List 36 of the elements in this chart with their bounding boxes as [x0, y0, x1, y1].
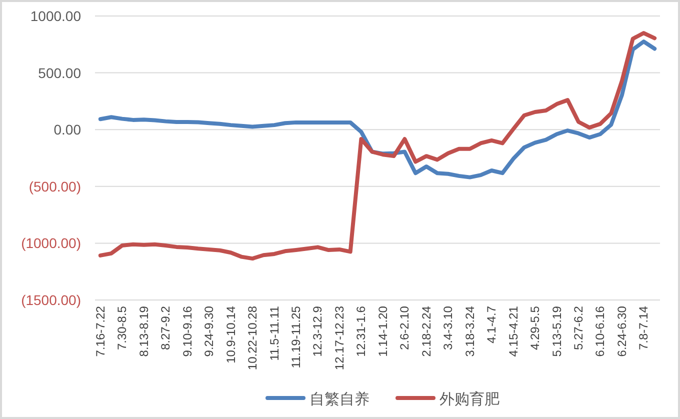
x-tick-label: 11.19-11.25	[289, 306, 304, 368]
x-tick-label: 7.30-8.5	[115, 306, 130, 350]
x-tick-label: 7.8-7.14	[636, 306, 651, 350]
y-tick-label: (1000.00)	[21, 235, 81, 252]
y-tick-label: 1000.00	[30, 8, 82, 24]
x-tick-label: 1.14-1.20	[376, 306, 390, 357]
x-tick-label: 10.22-10.28	[246, 306, 260, 370]
x-tick-label: 8.13-8.19	[136, 306, 151, 357]
x-tick-label: 10.9-10.14	[224, 306, 238, 364]
y-tick-label: (500.00)	[28, 178, 81, 194]
x-tick-label: 6.10-6.16	[593, 306, 608, 357]
x-tick-label: 8.27-9.2	[158, 306, 173, 350]
x-tick-label: 2.6-2.10	[398, 306, 412, 350]
y-tick-label: (1500.00)	[21, 292, 81, 308]
x-tick-label: 3.4-3.10	[441, 306, 456, 350]
x-tick-label: 4.1-4.7	[484, 306, 499, 344]
x-tick-label: 5.13-5.19	[550, 306, 564, 357]
x-tick-label: 5.27-6.2	[572, 306, 586, 350]
x-tick-label: 12.3-12.9	[310, 306, 325, 357]
legend-label: 自繁自养	[310, 391, 370, 408]
x-tick-label: 7.16-7.22	[93, 306, 108, 357]
line-series	[98, 31, 657, 261]
line-series	[98, 40, 657, 180]
x-tick-label: 11.5-11.11	[267, 306, 282, 361]
x-tick-label: 2.18-2.24	[419, 306, 434, 357]
x-tick-label: 12.17-12.23	[332, 306, 346, 370]
x-tick-label: 4.15-4.21	[506, 306, 520, 357]
y-tick-label: 0.00	[54, 122, 82, 138]
x-tick-label: 9.10-9.16	[180, 306, 194, 357]
x-tick-label: 6.24-6.30	[614, 306, 629, 357]
x-tick-label: 9.24-9.30	[202, 306, 216, 357]
x-tick-label: 4.29-5.5	[528, 306, 542, 350]
x-tick-label: 3.18-3.24	[462, 306, 477, 357]
y-tick-label: 500.00	[38, 64, 82, 81]
x-tick-label: 12.31-1.6	[354, 306, 368, 357]
legend-label: 外购育肥	[440, 391, 500, 408]
